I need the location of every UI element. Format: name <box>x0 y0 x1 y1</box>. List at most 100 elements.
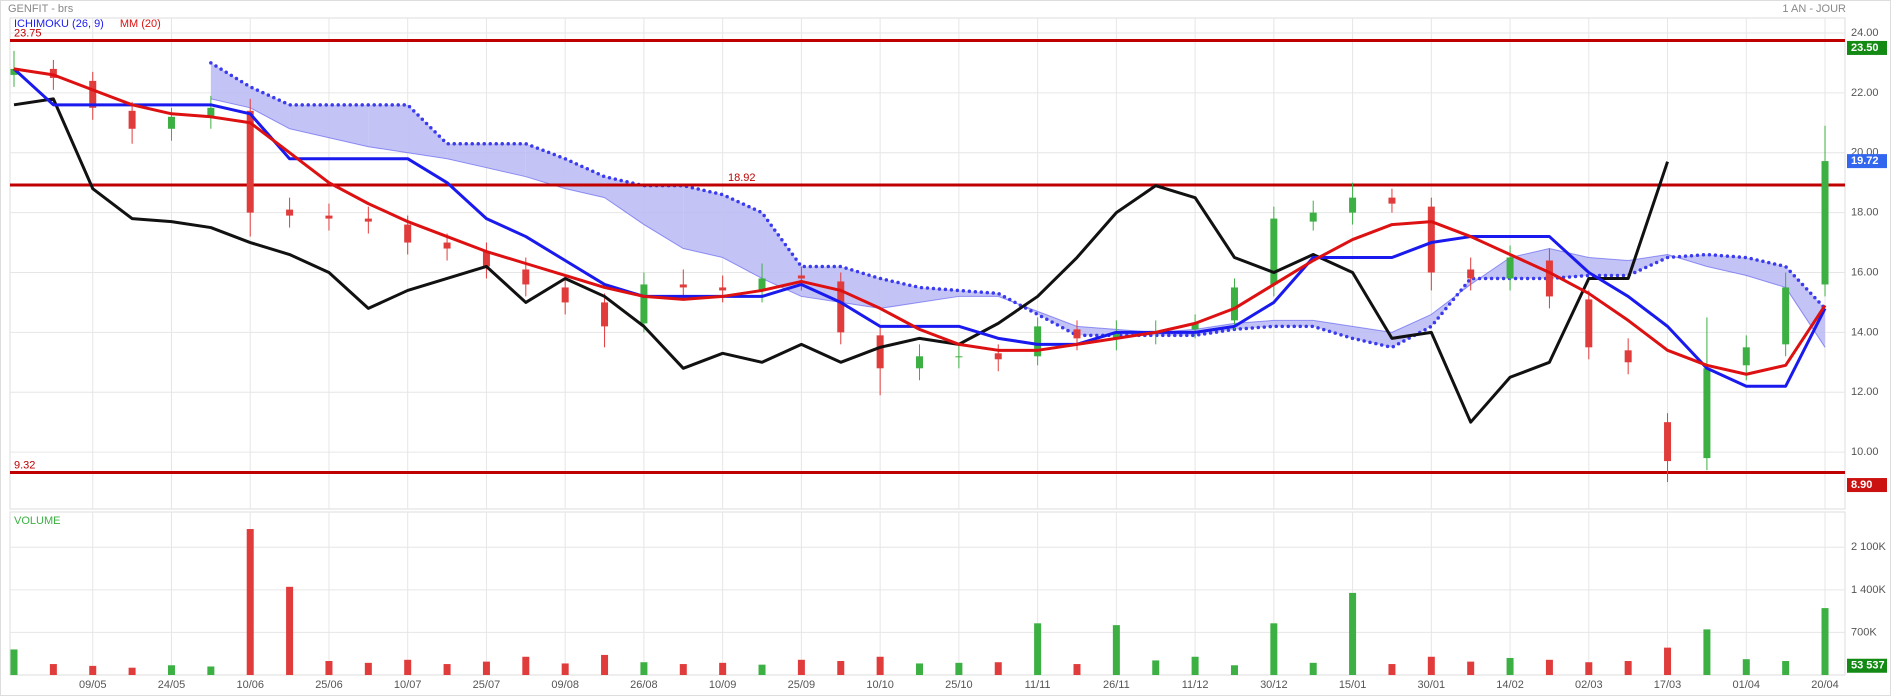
volume-tick-label: 1 400K <box>1851 584 1887 596</box>
lagging-line <box>13 97 1669 424</box>
volume-bar <box>955 662 963 675</box>
x-tick-label: 15/01 <box>1339 679 1367 691</box>
x-tick-label: 30/01 <box>1418 679 1446 691</box>
volume-tick-label: 700K <box>1851 626 1877 638</box>
candle-body <box>1821 161 1829 285</box>
volume-bar <box>1703 629 1711 675</box>
volume-bar <box>1821 608 1829 675</box>
candle-body <box>522 269 530 285</box>
candle-body <box>1112 332 1120 339</box>
volume-bar <box>1782 661 1790 675</box>
legend-entry: MM (20) <box>120 18 161 30</box>
cloud-fill <box>1273 320 1314 327</box>
volume-bar <box>1034 623 1042 675</box>
price-panel <box>9 17 1846 510</box>
cloud-fill <box>1391 314 1432 348</box>
volume-bar <box>837 661 845 675</box>
cloud-fill <box>289 104 329 138</box>
x-tick-label: 09/05 <box>79 679 107 691</box>
price-badge <box>1847 154 1887 169</box>
cloud-fill <box>722 194 763 279</box>
y-tick-label: 22.00 <box>1851 87 1879 99</box>
volume-bar <box>1742 659 1750 675</box>
volume-bar <box>364 662 372 675</box>
x-tick-label: 25/09 <box>788 679 816 691</box>
y-tick-label: 16.00 <box>1851 266 1879 278</box>
candle-body <box>1034 326 1042 357</box>
candle-body <box>1349 197 1357 213</box>
volume-bar <box>1270 623 1278 675</box>
x-tick-label: 02/03 <box>1575 679 1603 691</box>
volume-bar <box>207 666 215 675</box>
candle-body <box>1545 260 1553 297</box>
volume-bar <box>601 654 609 675</box>
indicator-line <box>12 67 1827 388</box>
price-badge <box>1847 478 1887 493</box>
cloud-fill <box>486 143 526 177</box>
candle-body <box>1782 287 1790 345</box>
x-tick-label: 26/08 <box>630 679 658 691</box>
cloud-fill <box>1549 248 1589 279</box>
candle-body <box>246 110 254 213</box>
volume-bar <box>1624 661 1632 675</box>
y-tick-label: 12.00 <box>1851 386 1879 398</box>
volume-bar <box>286 586 294 675</box>
level-label: 18.92 <box>728 172 756 184</box>
cloud-fill <box>565 158 605 198</box>
x-tick-label: 01/04 <box>1733 679 1761 691</box>
candle-body <box>1664 422 1672 462</box>
x-tick-label: 20/04 <box>1811 679 1839 691</box>
candle-body <box>1624 350 1632 363</box>
candle-body <box>1309 212 1317 222</box>
x-tick-label: 26/11 <box>1103 679 1130 691</box>
candle-body <box>1388 197 1396 204</box>
volume-bar <box>49 664 57 675</box>
cloud-fill <box>447 143 487 168</box>
volume-bar <box>1388 664 1396 675</box>
volume-bar <box>1309 662 1317 675</box>
price-badge <box>1847 658 1887 673</box>
volume-bar <box>246 529 254 675</box>
x-tick-label: 25/10 <box>945 679 973 691</box>
volume-bar <box>1152 660 1160 675</box>
x-tick-label: 10/09 <box>709 679 737 691</box>
cloud-fill <box>250 86 290 129</box>
candle-body <box>1073 329 1081 339</box>
candle-body <box>10 68 18 75</box>
cloud-fill <box>407 104 448 159</box>
y-tick-label: 18.00 <box>1851 207 1879 219</box>
candle-body <box>325 215 333 219</box>
volume-bar <box>758 664 766 675</box>
price-badge-label: 19.72 <box>1851 155 1879 167</box>
volume-bar <box>1545 659 1553 675</box>
cloud-fill <box>840 266 881 309</box>
x-tick-label: 17/03 <box>1654 679 1682 691</box>
x-tick-label: 25/06 <box>315 679 343 691</box>
candle-body <box>916 356 924 369</box>
candle-body <box>167 116 175 129</box>
cloud-span-a <box>210 98 1826 348</box>
volume-bar <box>719 662 727 675</box>
candle-body <box>601 302 609 327</box>
volume-bar <box>916 663 924 675</box>
candle-body <box>837 281 845 333</box>
x-tick-label: 10/10 <box>866 679 894 691</box>
volume-bar <box>522 656 530 675</box>
candle-body <box>1427 206 1435 273</box>
candle-body <box>1467 269 1475 279</box>
price-badge-label: 53 537 <box>1851 660 1885 672</box>
cloud-fill <box>1431 278 1471 327</box>
volume-bar <box>1427 656 1435 675</box>
volume-bar <box>10 649 18 675</box>
cloud-fill <box>328 104 369 147</box>
period: 1 AN - JOUR <box>1782 3 1846 15</box>
legend-entry: ICHIMOKU (26, 9) <box>14 18 104 30</box>
candle-body <box>482 251 490 267</box>
volume-bar <box>443 664 451 675</box>
price-badge-label: 8.90 <box>1851 479 1872 491</box>
candle-body <box>561 287 569 303</box>
indicator-line <box>13 67 1827 376</box>
volume-bar <box>325 661 333 675</box>
volume-bar <box>482 661 490 675</box>
volume-bar <box>1664 647 1672 675</box>
